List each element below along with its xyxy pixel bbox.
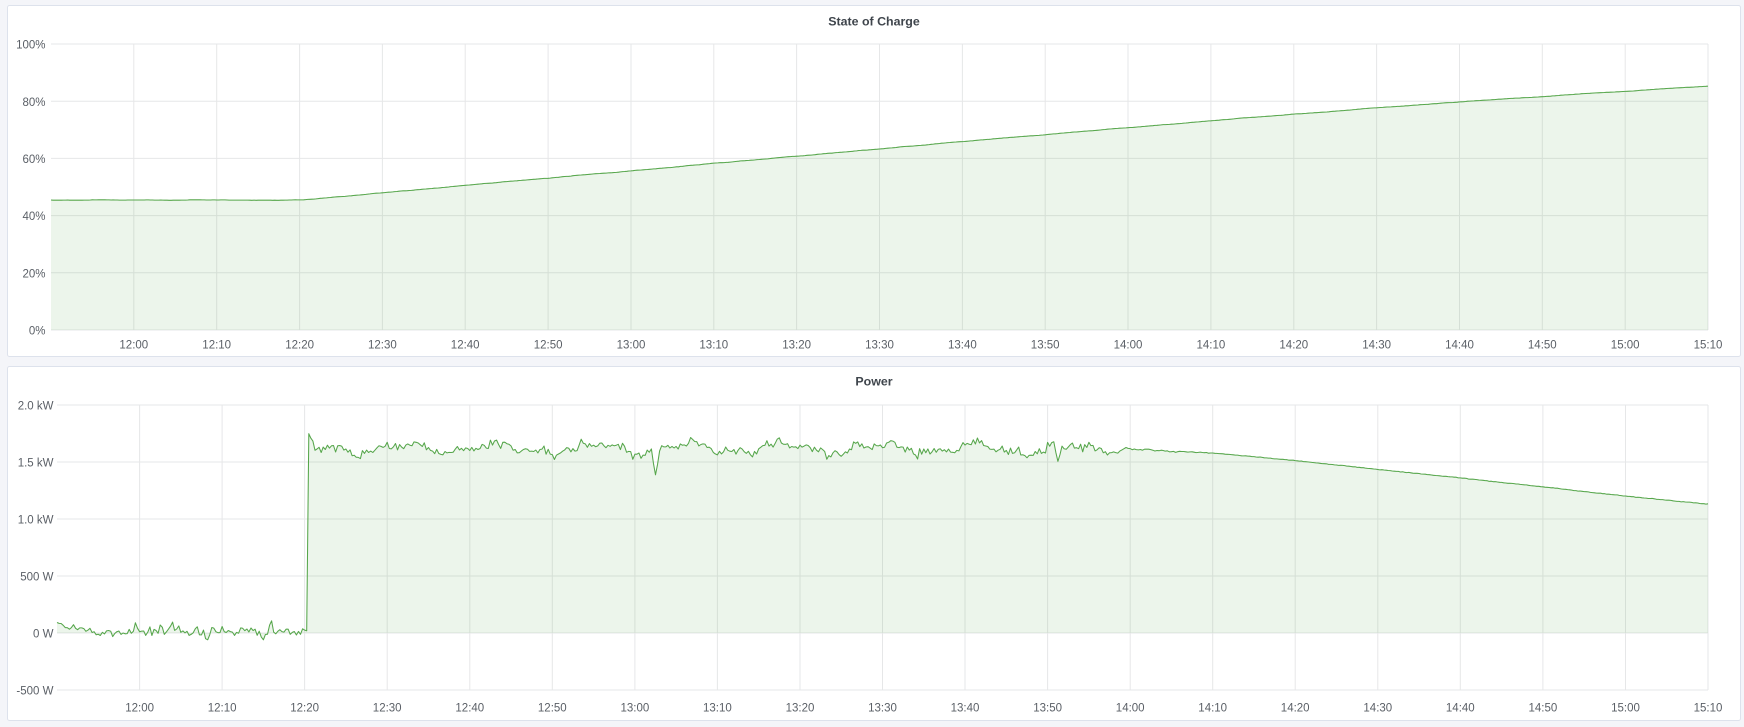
svg-text:12:00: 12:00: [119, 340, 148, 352]
svg-text:14:50: 14:50: [1529, 702, 1558, 714]
svg-text:15:10: 15:10: [1694, 702, 1723, 714]
svg-text:14:20: 14:20: [1279, 340, 1308, 352]
svg-text:13:50: 13:50: [1033, 702, 1062, 714]
svg-text:13:00: 13:00: [617, 340, 646, 352]
svg-text:13:30: 13:30: [865, 340, 894, 352]
svg-text:1.5 kW: 1.5 kW: [18, 458, 54, 470]
svg-text:State of Charge: State of Charge: [828, 14, 920, 28]
svg-text:12:10: 12:10: [202, 340, 231, 352]
svg-text:14:00: 14:00: [1116, 702, 1145, 714]
svg-text:-500 W: -500 W: [16, 686, 53, 698]
svg-text:0%: 0%: [29, 326, 46, 338]
svg-text:14:30: 14:30: [1363, 702, 1392, 714]
svg-text:0 W: 0 W: [33, 629, 54, 641]
svg-text:13:50: 13:50: [1031, 340, 1060, 352]
svg-text:13:20: 13:20: [782, 340, 811, 352]
svg-text:13:20: 13:20: [786, 702, 815, 714]
svg-text:20%: 20%: [22, 268, 45, 280]
svg-text:14:20: 14:20: [1281, 702, 1310, 714]
svg-text:500 W: 500 W: [20, 572, 53, 584]
svg-text:Power: Power: [855, 374, 892, 388]
svg-text:14:10: 14:10: [1198, 702, 1227, 714]
svg-text:2.0 kW: 2.0 kW: [18, 401, 54, 413]
svg-text:13:40: 13:40: [948, 340, 977, 352]
svg-text:12:20: 12:20: [290, 702, 319, 714]
svg-text:12:20: 12:20: [285, 340, 314, 352]
svg-text:14:10: 14:10: [1197, 340, 1226, 352]
svg-text:100%: 100%: [16, 40, 45, 52]
svg-text:15:00: 15:00: [1611, 340, 1640, 352]
svg-text:1.0 kW: 1.0 kW: [18, 515, 54, 527]
svg-text:14:40: 14:40: [1445, 340, 1474, 352]
svg-text:12:00: 12:00: [125, 702, 154, 714]
svg-text:15:00: 15:00: [1611, 702, 1640, 714]
svg-text:13:00: 13:00: [621, 702, 650, 714]
svg-text:60%: 60%: [22, 154, 45, 166]
svg-text:12:50: 12:50: [538, 702, 567, 714]
svg-text:14:40: 14:40: [1446, 702, 1475, 714]
svg-text:13:10: 13:10: [699, 340, 728, 352]
svg-text:14:30: 14:30: [1362, 340, 1391, 352]
svg-text:13:30: 13:30: [868, 702, 897, 714]
svg-text:15:10: 15:10: [1694, 340, 1723, 352]
svg-text:12:50: 12:50: [534, 340, 563, 352]
svg-text:12:40: 12:40: [455, 702, 484, 714]
svg-text:80%: 80%: [22, 97, 45, 109]
svg-text:40%: 40%: [22, 211, 45, 223]
svg-text:12:10: 12:10: [208, 702, 237, 714]
svg-text:13:40: 13:40: [951, 702, 980, 714]
svg-text:12:30: 12:30: [368, 340, 397, 352]
svg-text:14:50: 14:50: [1528, 340, 1557, 352]
svg-text:12:30: 12:30: [373, 702, 402, 714]
svg-text:13:10: 13:10: [703, 702, 732, 714]
svg-text:14:00: 14:00: [1114, 340, 1143, 352]
svg-text:12:40: 12:40: [451, 340, 480, 352]
